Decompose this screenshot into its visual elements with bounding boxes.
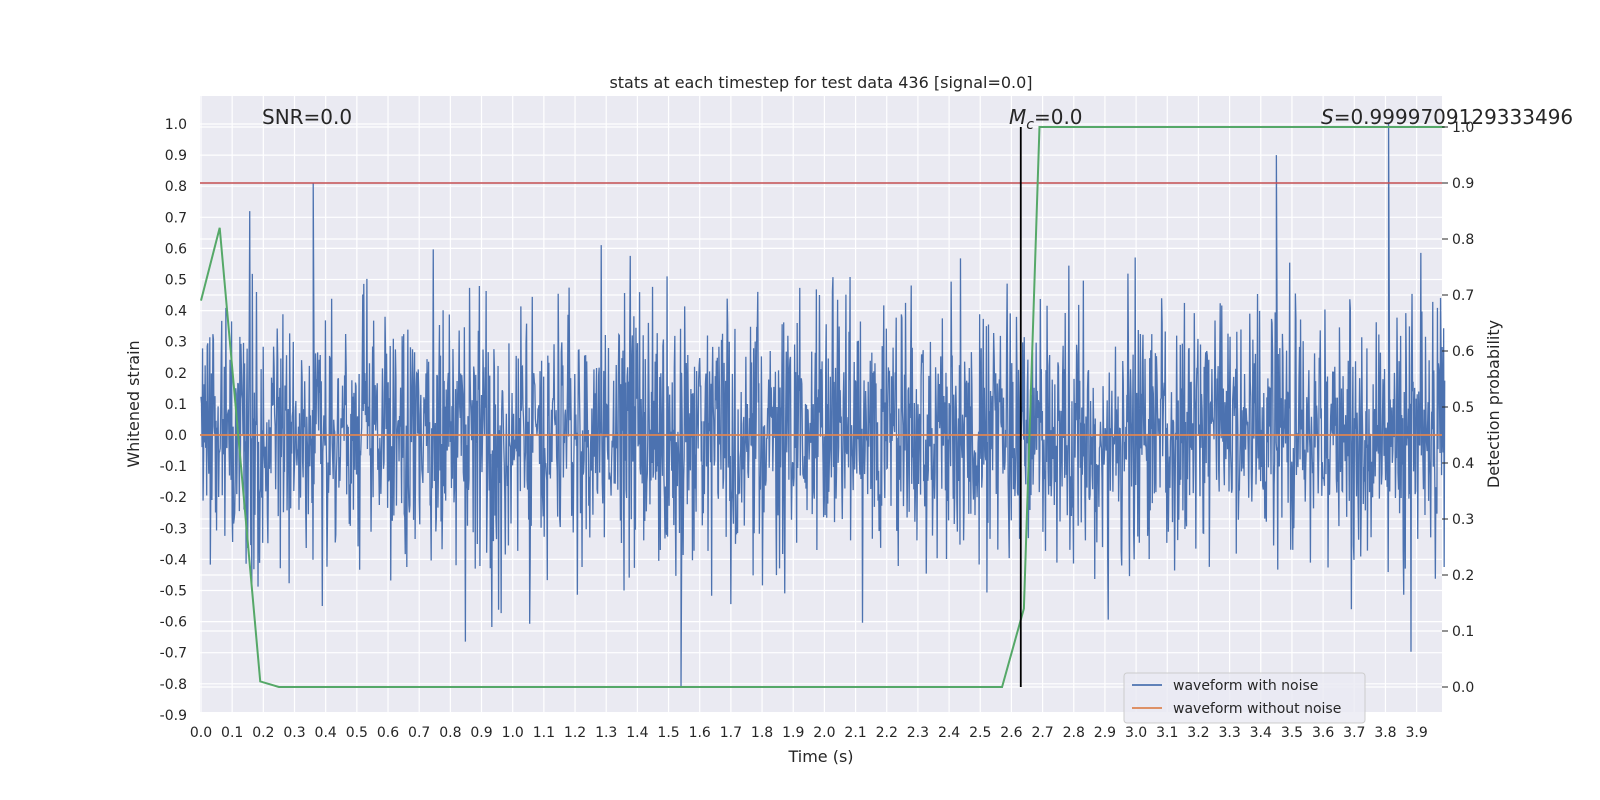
- y2-axis-label: Detection probability: [1484, 320, 1503, 488]
- x-tick-label: 1.5: [657, 725, 679, 741]
- x-tick-label: 1.0: [502, 725, 524, 741]
- y2-tick-label: 0.6: [1452, 344, 1474, 360]
- y2-tick-label: 0.8: [1452, 232, 1474, 248]
- y2-tick-label: 0.2: [1452, 568, 1474, 584]
- legend-label-clean: waveform without noise: [1173, 701, 1341, 717]
- y-tick-label: -0.4: [160, 552, 187, 568]
- x-tick-label: 2.8: [1063, 725, 1085, 741]
- x-axis-label: Time (s): [787, 747, 853, 766]
- x-tick-label: 1.3: [595, 725, 617, 741]
- x-tick-label: 3.1: [1156, 725, 1178, 741]
- x-tick-label: 1.2: [564, 725, 586, 741]
- x-tick-label: 2.4: [938, 725, 960, 741]
- y-tick-label: 0.8: [165, 179, 187, 195]
- x-tick-label: 2.3: [907, 725, 929, 741]
- y2-tick-label: 0.4: [1452, 456, 1474, 472]
- legend-label-noise: waveform with noise: [1173, 678, 1318, 694]
- x-tick-label: 3.5: [1281, 725, 1303, 741]
- x-tick-label: 1.4: [626, 725, 648, 741]
- y-tick-label: -0.8: [160, 677, 187, 693]
- y-tick-label: 0.3: [165, 335, 187, 351]
- legend-box: [1123, 672, 1366, 724]
- x-tick-label: 2.7: [1031, 725, 1053, 741]
- y-tick-label: 0.7: [165, 210, 187, 226]
- x-tick-label: 3.0: [1125, 725, 1147, 741]
- chart-title: stats at each timestep for test data 436…: [609, 73, 1032, 92]
- y2-tick-label: 0.7: [1452, 288, 1474, 304]
- y2-tick-label: 0.3: [1452, 512, 1474, 528]
- x-tick-label: 2.2: [876, 725, 898, 741]
- x-tick-label: 1.6: [689, 725, 711, 741]
- x-tick-label: 0.0: [190, 725, 212, 741]
- x-tick-label: 3.6: [1312, 725, 1334, 741]
- x-tick-label: 0.4: [315, 725, 337, 741]
- lines-layer: [200, 126, 1445, 688]
- y-tick-label: 1.0: [165, 117, 187, 133]
- y-tick-label: 0.6: [165, 241, 187, 257]
- x-tick-label: 2.5: [969, 725, 991, 741]
- x-tick-label: 0.3: [283, 725, 305, 741]
- y-tick-label: -0.1: [160, 459, 187, 475]
- y2-tick-label: 1.0: [1452, 120, 1474, 136]
- x-tick-label: 0.2: [252, 725, 274, 741]
- y-tick-label: 0.4: [165, 304, 187, 320]
- x-tick-label: 0.5: [346, 725, 368, 741]
- y-tick-label: -0.5: [160, 584, 187, 600]
- x-tick-label: 0.1: [221, 725, 243, 741]
- x-tick-label: 1.8: [751, 725, 773, 741]
- x-tick-label: 2.0: [813, 725, 835, 741]
- y2-tick-label: 0.5: [1452, 400, 1474, 416]
- x-tick-label: 3.8: [1374, 725, 1396, 741]
- score-annotation: S=0.9999709129333496: [1321, 105, 1573, 129]
- x-tick-label: 0.7: [408, 725, 430, 741]
- y-tick-label: -0.9: [160, 708, 187, 724]
- ticks-layer: 0.0 0.1 0.2 0.3 0.4 0.5 0.6 0.7 0.8 0.9 1.0 1.1 1.2 1…: [160, 117, 1475, 741]
- y-tick-label: 0.9: [165, 148, 187, 164]
- chirp-mass-annotation: Mc=0.0: [1009, 105, 1083, 133]
- x-tick-label: 2.9: [1094, 725, 1116, 741]
- y-tick-label: 0.0: [165, 428, 187, 444]
- x-tick-label: 3.3: [1218, 725, 1240, 741]
- x-tick-label: 0.8: [439, 725, 461, 741]
- y-tick-label: -0.3: [160, 521, 187, 537]
- y-tick-label: -0.6: [160, 615, 187, 631]
- series-detection-probability: [200, 126, 1445, 688]
- x-tick-label: 2.6: [1000, 725, 1022, 741]
- y-tick-label: 0.1: [165, 397, 187, 413]
- snr-annotation: SNR=0.0: [262, 105, 352, 129]
- x-tick-label: 1.9: [782, 725, 804, 741]
- y-tick-label: 0.2: [165, 366, 187, 382]
- x-tick-label: 1.7: [720, 725, 742, 741]
- x-tick-label: 2.1: [844, 725, 866, 741]
- y2-tick-label: 0.9: [1452, 176, 1474, 192]
- x-tick-label: 3.9: [1405, 725, 1427, 741]
- y-tick-label: -0.2: [160, 490, 187, 506]
- x-tick-label: 3.7: [1343, 725, 1365, 741]
- y-tick-label: -0.7: [160, 646, 187, 662]
- y-tick-label: 0.5: [165, 273, 187, 289]
- x-tick-label: 3.2: [1187, 725, 1209, 741]
- x-tick-label: 0.9: [470, 725, 492, 741]
- y-axis-label: Whitened strain: [124, 340, 143, 467]
- x-tick-label: 0.6: [377, 725, 399, 741]
- x-tick-label: 3.4: [1250, 725, 1272, 741]
- y2-tick-label: 0.1: [1452, 624, 1474, 640]
- y2-tick-label: 0.0: [1452, 680, 1474, 696]
- legend: waveform with noise waveform without noi…: [1123, 672, 1366, 724]
- x-tick-label: 1.1: [533, 725, 555, 741]
